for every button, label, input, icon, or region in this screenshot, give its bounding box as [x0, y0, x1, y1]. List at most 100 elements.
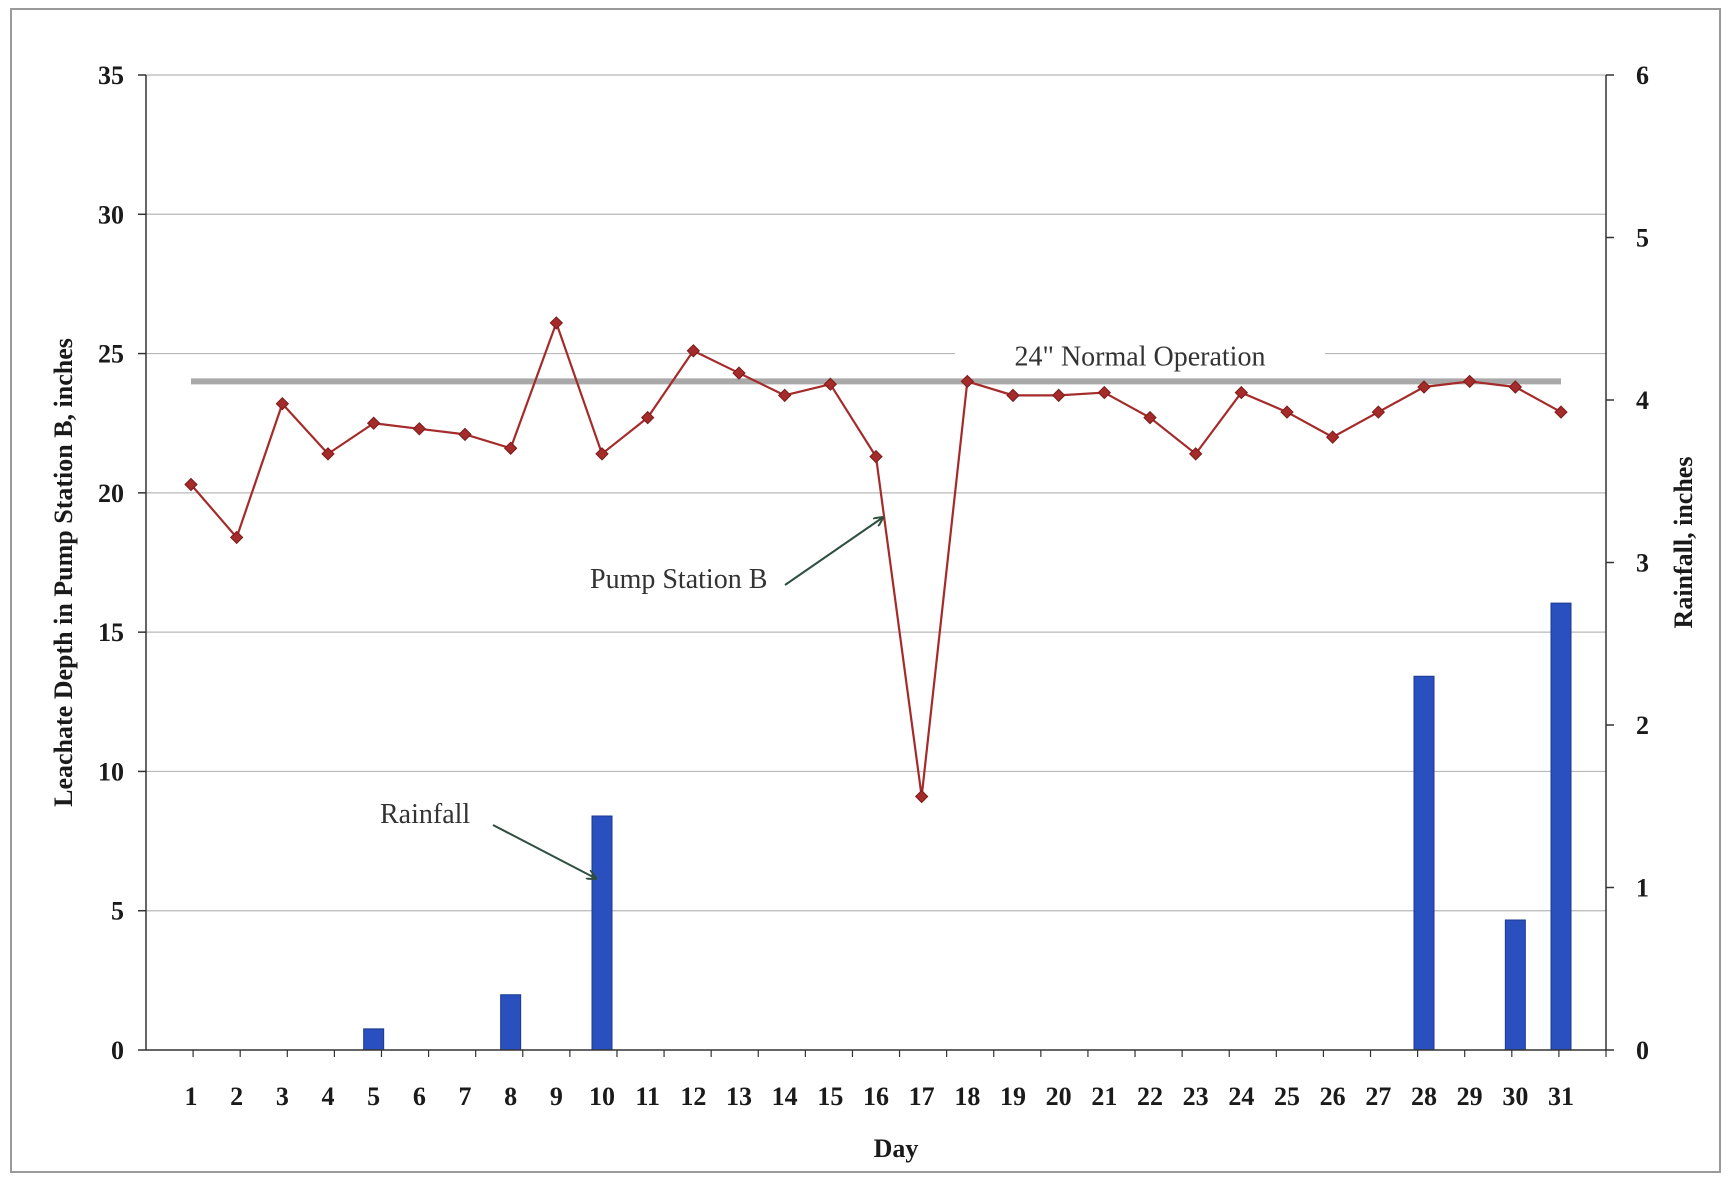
x-tick-label: 3	[276, 1082, 289, 1111]
pump-station-marker	[1143, 410, 1157, 425]
y2-tick-label: 2	[1636, 711, 1649, 740]
pump-station-marker	[1234, 385, 1249, 400]
rainfall-bars	[363, 602, 1572, 1051]
rainfall-bar	[363, 1028, 385, 1051]
x-tick-label: 29	[1457, 1082, 1483, 1111]
x-tick-label: 4	[322, 1082, 335, 1111]
pump-station-marker	[275, 397, 290, 411]
pump-station-marker	[1097, 385, 1112, 400]
x-tick-label: 19	[1000, 1082, 1026, 1111]
x-tick-label: 12	[680, 1082, 706, 1111]
rainfall-bar	[1550, 602, 1572, 1051]
pump-station-marker	[595, 447, 609, 461]
y-tick-label: 0	[111, 1036, 124, 1065]
y-tick-label: 30	[98, 200, 124, 229]
x-tick-label: 1	[185, 1082, 198, 1111]
pump-station-marker	[229, 530, 244, 545]
pump-station-marker	[777, 388, 792, 403]
x-tick-label: 8	[504, 1082, 517, 1111]
x-tick-label: 23	[1183, 1082, 1209, 1111]
y2-tick-label: 5	[1636, 224, 1649, 253]
x-tick-label: 27	[1365, 1082, 1391, 1111]
chart-frame	[10, 8, 1721, 1173]
pump-station-marker	[640, 410, 655, 425]
rainfall-annotation: Rainfall	[380, 799, 470, 830]
pump-station-marker	[869, 449, 883, 464]
y-tick-label: 25	[98, 340, 124, 369]
pump-station-marker	[1508, 380, 1523, 394]
pump-station-line	[184, 316, 1568, 804]
pump-station-marker	[1325, 430, 1340, 444]
y-tick-label: 20	[98, 479, 124, 508]
x-tick-label: 21	[1091, 1082, 1117, 1111]
x-tick-label: 18	[954, 1082, 980, 1111]
pump-station-marker	[1371, 405, 1386, 419]
y2-tick-label: 0	[1636, 1036, 1649, 1065]
pump-station-marker	[412, 422, 427, 436]
x-tick-label: 20	[1046, 1082, 1072, 1111]
x-tick-label: 2	[230, 1082, 243, 1111]
pump-station-marker	[458, 427, 472, 442]
x-tick-label: 14	[772, 1082, 798, 1111]
pump-station-marker	[1417, 380, 1431, 394]
x-tick-label: 11	[635, 1082, 660, 1111]
x-tick-label: 16	[863, 1082, 889, 1111]
pump-station-marker	[1188, 447, 1203, 461]
rainfall-bar	[1413, 675, 1435, 1051]
pump-station-marker	[1051, 388, 1066, 403]
pump-station-marker	[823, 377, 838, 391]
pump-station-marker	[732, 366, 746, 380]
x-tick-label: 31	[1548, 1082, 1574, 1111]
pump-station-marker	[1006, 388, 1020, 403]
pump-station-arrow	[784, 518, 882, 586]
x-tick-label: 7	[459, 1082, 472, 1111]
pump-station-marker	[1554, 405, 1568, 419]
y-tick-label: 10	[98, 757, 124, 786]
rainfall-bar	[1504, 919, 1526, 1051]
y2-tick-label: 3	[1636, 549, 1649, 578]
x-tick-label: 28	[1411, 1082, 1437, 1111]
pump-station-marker	[184, 477, 198, 492]
x-tick-label: 15	[817, 1082, 843, 1111]
y-tick-label: 35	[98, 61, 124, 90]
y2-tick-label: 6	[1636, 61, 1649, 90]
rainfall-arrow	[492, 824, 595, 878]
y-tick-label: 15	[98, 618, 124, 647]
y2-tick-label: 4	[1636, 386, 1649, 415]
rainfall-bar	[591, 815, 613, 1051]
x-tick-label: 22	[1137, 1082, 1163, 1111]
pump-station-marker	[686, 344, 701, 358]
x-tick-label: 30	[1502, 1082, 1528, 1111]
pump-station-marker	[503, 441, 518, 455]
x-tick-label: 13	[726, 1082, 752, 1111]
rainfall-bar	[500, 994, 522, 1051]
reference-label-background	[955, 333, 1325, 378]
y-axis-title: Leachate Depth in Pump Station B, inches	[49, 338, 78, 807]
pump-station-marker	[914, 789, 929, 804]
pump-station-marker	[549, 316, 564, 330]
pump-station-series-line	[190, 319, 1562, 797]
x-tick-label: 5	[367, 1082, 380, 1111]
gridlines	[146, 74, 1606, 912]
x-tick-label: 26	[1320, 1082, 1346, 1111]
y2-tick-label: 1	[1636, 874, 1649, 903]
pump-station-marker	[366, 416, 381, 430]
normal-operation-label: 24" Normal Operation	[1015, 341, 1266, 372]
reference-line-group: 24" Normal Operation	[191, 333, 1561, 385]
x-tick-label: 25	[1274, 1082, 1300, 1111]
pump-station-marker	[1280, 405, 1294, 419]
x-tick-label: 6	[413, 1082, 426, 1111]
x-axis-title: Day	[874, 1134, 919, 1163]
pump-station-marker	[1462, 374, 1477, 389]
x-tick-label: 9	[550, 1082, 563, 1111]
x-tick-label: 17	[909, 1082, 935, 1111]
x-tick-label: 24	[1228, 1082, 1254, 1111]
y2-axis-title: Rainfall, inches	[1669, 457, 1698, 629]
annotations: Pump Station B Rainfall	[380, 518, 882, 878]
x-tick-label: 10	[589, 1082, 615, 1111]
pump-station-marker	[960, 374, 975, 389]
pump-station-marker	[321, 447, 335, 461]
pump-station-annotation: Pump Station B	[590, 564, 767, 595]
